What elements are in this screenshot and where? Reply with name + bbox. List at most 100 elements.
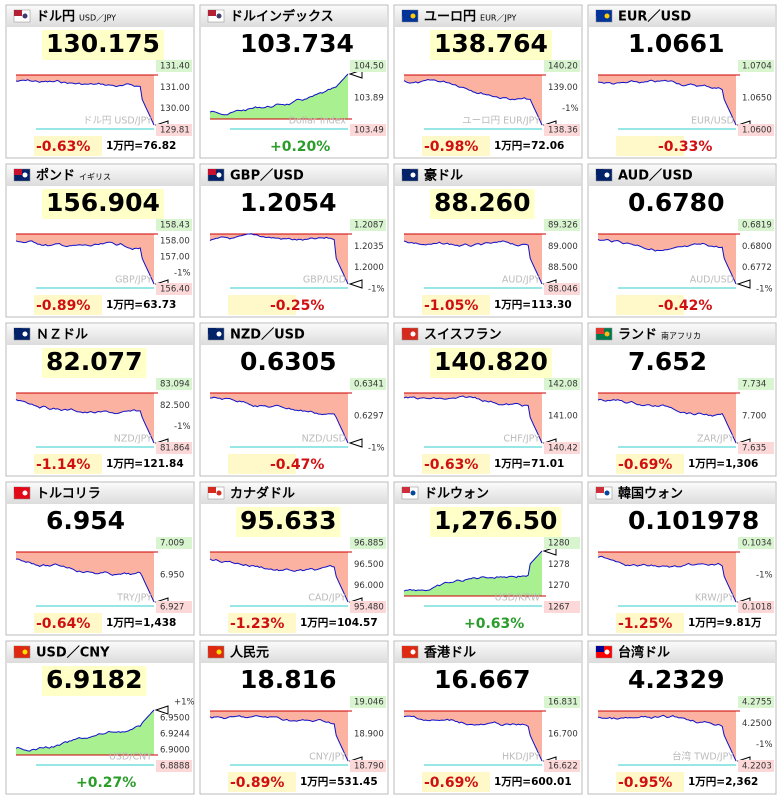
axis-label: -1% xyxy=(756,571,773,581)
sparkline-area xyxy=(210,711,348,761)
label-bg xyxy=(156,219,192,231)
change: -1.23% xyxy=(230,616,284,632)
axis-label: 129.81 xyxy=(160,126,190,136)
current-marker xyxy=(348,279,363,289)
change-bg xyxy=(228,613,296,633)
sparkline-area xyxy=(210,74,348,119)
flag-part xyxy=(402,169,410,175)
change-bg xyxy=(228,454,296,474)
tile-subtitle: イギリス xyxy=(79,173,111,182)
axis-label: 6.927 xyxy=(160,603,184,613)
label-bg xyxy=(544,219,580,231)
axis-label: 16.700 xyxy=(548,730,578,740)
tile-header xyxy=(7,642,193,663)
axis-label: 6.950 xyxy=(160,571,184,581)
axis-label: 0.6297 xyxy=(354,412,384,422)
axis-label: 81.864 xyxy=(160,444,190,454)
flag-part xyxy=(22,13,28,19)
change: +0.63% xyxy=(464,616,524,632)
tile-header xyxy=(201,6,387,27)
axis-label: 139.00 xyxy=(548,83,578,93)
axis-label: -1% xyxy=(174,269,191,279)
watermark: NZD/USD xyxy=(302,434,346,445)
axis-label: -1% xyxy=(562,104,579,114)
axis-label: 18.790 xyxy=(354,762,384,772)
axis-label: 4.2203 xyxy=(742,762,772,772)
flag-part xyxy=(208,487,216,493)
label-bg xyxy=(156,601,192,613)
change-bg xyxy=(616,613,684,633)
axis-label: 6.9500 xyxy=(160,714,190,724)
tile-header xyxy=(589,6,775,27)
flag-part xyxy=(410,331,416,337)
axis-label: 4.2500 xyxy=(742,719,772,729)
sparkline xyxy=(403,550,543,592)
yen-rate: 1万円=121.84 xyxy=(106,458,184,470)
change: -0.42% xyxy=(658,298,712,314)
label-bg xyxy=(544,696,580,708)
price-highlight xyxy=(42,666,147,696)
tile-header xyxy=(201,165,387,186)
flag-part xyxy=(14,328,22,334)
watermark: 台湾 TWD/JPY xyxy=(672,751,734,763)
price: 7.652 xyxy=(628,347,707,376)
sparkline-area xyxy=(404,234,542,284)
tile-name: EUR／USD xyxy=(618,9,691,25)
label-bg xyxy=(350,601,386,613)
tile-frame xyxy=(199,163,389,318)
price-highlight xyxy=(430,30,552,60)
flag-part xyxy=(216,490,222,496)
axis-label: 88.500 xyxy=(548,263,578,273)
tile-name: 韓国ウォン xyxy=(618,486,683,502)
label-bg xyxy=(738,219,774,231)
change: -0.63% xyxy=(424,457,478,473)
sparkline-area xyxy=(598,393,736,443)
change-bg xyxy=(422,295,490,315)
tile: ドル円 USD／JPY 130.175 ドル円 USD/JPY 131.40 131.00… xyxy=(5,4,195,159)
label-bg xyxy=(156,442,192,454)
watermark: KRW/JPY xyxy=(695,593,734,604)
axis-label: 141.00 xyxy=(548,412,578,422)
label-bg xyxy=(544,760,580,772)
sparkline-area xyxy=(16,710,154,755)
axis-label: 4.2755 xyxy=(742,698,772,708)
axis-label: 0.6772 xyxy=(742,263,772,273)
flag-part xyxy=(402,328,410,334)
label-bg xyxy=(544,601,580,613)
sparkline xyxy=(403,78,543,126)
flag-part xyxy=(22,172,28,178)
tile-header xyxy=(201,483,387,504)
price-highlight xyxy=(236,507,341,537)
tile: カナダドル 95.633 CAD/JPY 96.885 96.500 96.000 95.4… xyxy=(199,481,389,636)
sparkline xyxy=(209,715,349,762)
tile: ＮＺドル 82.077 NZD/JPY 83.094 82.500 -1% 81.864 -1… xyxy=(5,322,195,477)
axis-label: -1% xyxy=(756,285,773,295)
watermark: USD/CNY xyxy=(109,752,152,763)
axis-label: 96.500 xyxy=(354,560,384,570)
tile-name: ドル円 xyxy=(36,10,75,25)
change: -0.25% xyxy=(270,298,324,314)
tile-header xyxy=(395,324,581,345)
change-bg xyxy=(422,454,490,474)
axis-label: 96.000 xyxy=(354,581,384,591)
price: 103.734 xyxy=(240,29,354,58)
axis-label: 140.42 xyxy=(548,444,578,454)
flag-part xyxy=(216,331,222,337)
yen-rate: 1万円=9.81万 xyxy=(688,617,762,629)
yen-rate: 1万円=71.01 xyxy=(494,458,564,470)
axis-label: 158.00 xyxy=(160,237,190,247)
flag-part xyxy=(208,328,216,334)
tile-name: ポンド xyxy=(36,168,75,184)
axis-label: 1267 xyxy=(548,603,570,613)
yen-rate: 1万円=1,438 xyxy=(106,617,176,629)
tile-subtitle: EUR／JPY xyxy=(480,14,516,23)
tile-header xyxy=(201,642,387,663)
label-bg xyxy=(350,537,386,549)
flag-part xyxy=(22,649,28,655)
flag-part xyxy=(596,10,604,16)
sparkline xyxy=(597,555,737,603)
flag-part xyxy=(402,646,410,652)
yen-rate: 1万円=72.06 xyxy=(494,140,564,152)
tile: EUR／USD 1.0661 EUR/USD 1.0704 1.0650 1.0600 -0… xyxy=(587,4,777,159)
